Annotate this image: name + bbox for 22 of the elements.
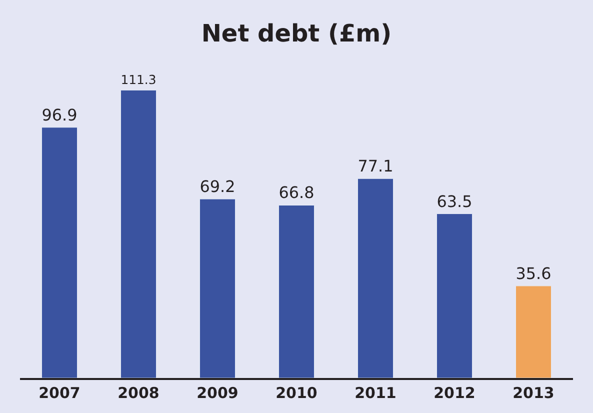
bar	[436, 214, 473, 378]
bar	[41, 127, 78, 378]
x-tick-label: 2010	[276, 384, 318, 402]
x-tick-label: 2013	[512, 384, 554, 402]
x-tick-label: 2009	[196, 384, 238, 402]
data-label: 111.3	[120, 72, 156, 88]
x-tick-label: 2011	[354, 384, 396, 402]
data-label: 35.6	[516, 264, 552, 283]
data-label: 69.2	[200, 177, 236, 196]
data-label: 63.5	[436, 192, 472, 211]
chart-title: Net debt (£m)	[201, 20, 392, 48]
x-tick-label: 2012	[434, 384, 476, 402]
data-label: 66.8	[278, 183, 314, 202]
data-label: 96.9	[42, 105, 78, 124]
data-label: 77.1	[358, 156, 394, 176]
x-tick-label: 2008	[118, 384, 160, 402]
bar	[199, 198, 236, 378]
bar	[515, 286, 552, 378]
bar	[120, 90, 157, 378]
x-tick-label: 2007	[38, 384, 80, 402]
bar	[357, 178, 394, 378]
bar	[278, 204, 315, 378]
